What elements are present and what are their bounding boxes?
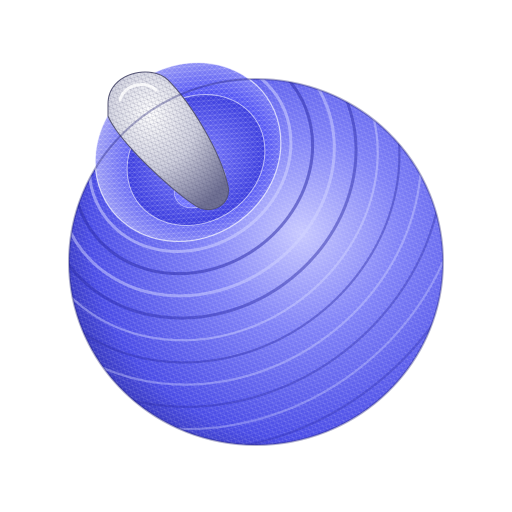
ridge-ring xyxy=(69,79,379,342)
ridge-ring xyxy=(72,79,315,276)
sphere-rim xyxy=(68,78,444,446)
tip-lobe xyxy=(107,71,229,211)
ridge-ring xyxy=(69,79,443,408)
ridge-ring xyxy=(69,79,423,386)
ridge-ring xyxy=(69,79,358,320)
ridge-ring xyxy=(69,79,401,364)
